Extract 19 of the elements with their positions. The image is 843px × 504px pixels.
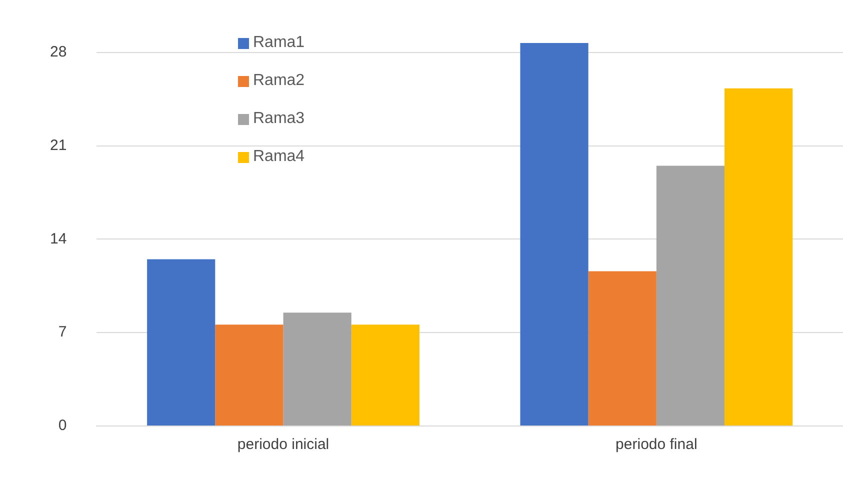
y-tick-label: 28	[50, 43, 67, 60]
y-tick-label: 21	[50, 136, 67, 154]
y-tick-label: 7	[58, 324, 67, 341]
bar	[147, 259, 216, 426]
bar	[283, 312, 352, 426]
legend-label: Rama3	[253, 110, 305, 128]
bar	[588, 271, 656, 426]
y-tick-label: 14	[50, 230, 67, 248]
legend-label: Rama1	[253, 34, 305, 52]
y-tick-label: 0	[58, 417, 67, 434]
bar	[520, 43, 588, 426]
bar	[724, 88, 793, 426]
bar	[351, 324, 420, 426]
bar	[656, 166, 725, 426]
x-tick-label: periodo final	[616, 436, 698, 454]
legend-label: Rama2	[253, 72, 305, 90]
x-tick-label: periodo inicial	[237, 436, 330, 454]
bar	[215, 324, 284, 426]
legend-label: Rama4	[253, 148, 305, 166]
